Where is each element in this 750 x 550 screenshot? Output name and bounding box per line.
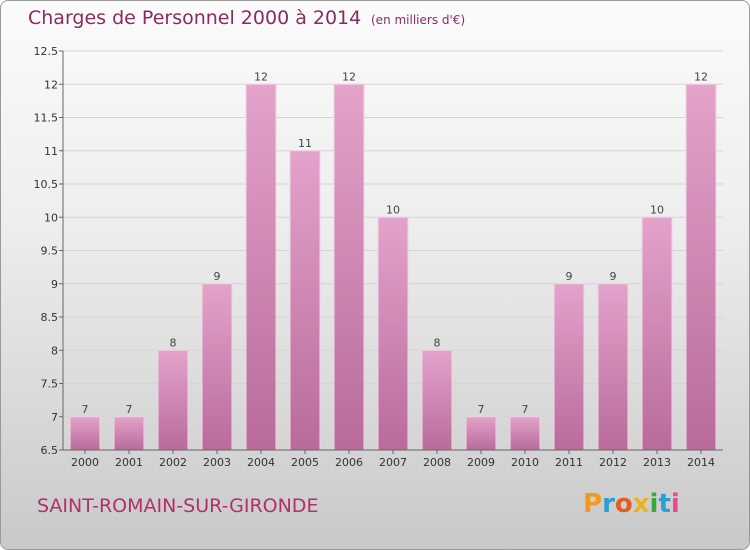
axes (59, 50, 723, 454)
value-label: 7 (478, 403, 485, 416)
bar-2013 (641, 216, 673, 451)
value-label: 8 (434, 336, 441, 349)
value-label: 12 (342, 70, 356, 83)
logo-letter: r (602, 489, 615, 519)
bar-2009 (465, 416, 497, 451)
y-tick-label: 12.5 (34, 45, 59, 58)
x-tick-label: 2001 (115, 456, 143, 469)
y-tick-label: 7 (51, 411, 58, 424)
bar-2007 (377, 216, 409, 451)
y-tick-label: 9 (51, 278, 58, 291)
x-tick-label: 2009 (467, 456, 495, 469)
logo-letter: i (670, 489, 680, 519)
bar-2004 (245, 83, 277, 451)
value-label: 8 (170, 336, 177, 349)
y-tick-label: 7.5 (41, 378, 59, 391)
bar-2012 (597, 283, 629, 451)
x-tick-label: 2007 (379, 456, 407, 469)
bar-2011 (553, 283, 585, 451)
bar-2000 (69, 416, 101, 451)
value-label: 10 (386, 203, 400, 216)
bar-2005 (289, 150, 321, 451)
x-tick-label: 2011 (555, 456, 583, 469)
value-label: 7 (522, 403, 529, 416)
y-tick-label: 8.5 (41, 311, 59, 324)
x-tick-label: 2000 (71, 456, 99, 469)
y-tick-label: 9.5 (41, 245, 59, 258)
x-tick-label: 2006 (335, 456, 363, 469)
bars (69, 83, 717, 451)
x-tick-label: 2004 (247, 456, 275, 469)
y-tick-label: 11.5 (34, 112, 59, 125)
bar-2008 (421, 349, 453, 451)
bar-2002 (157, 349, 189, 451)
place-name: SAINT-ROMAIN-SUR-GIRONDE (37, 495, 319, 517)
x-tick-label: 2008 (423, 456, 451, 469)
x-tick-label: 2005 (291, 456, 319, 469)
value-label: 9 (214, 270, 221, 283)
x-tick-label: 2012 (599, 456, 627, 469)
value-label: 10 (650, 203, 664, 216)
y-tick-label: 10 (44, 211, 58, 224)
logo-letter: P (583, 489, 603, 519)
y-tick-label: 6.5 (41, 444, 59, 457)
value-label: 9 (610, 270, 617, 283)
labels: 6.5 7 7.5 8 8.5 9 9.5 10 10.5 11 11.5 12 12.5 7 2000 7 2… (34, 45, 716, 469)
bar-2001 (113, 416, 145, 451)
value-label: 9 (566, 270, 573, 283)
x-tick-label: 2014 (687, 456, 715, 469)
proxiti-logo: Proxiti (583, 489, 680, 519)
x-tick-label: 2002 (159, 456, 187, 469)
logo-letter: t (658, 489, 671, 519)
logo-letter: o (614, 489, 633, 519)
logo-letter: i (649, 489, 659, 519)
y-tick-label: 10.5 (34, 178, 59, 191)
bar-2014 (685, 83, 717, 451)
bar-2003 (201, 283, 233, 451)
y-tick-label: 11 (44, 145, 58, 158)
value-label: 12 (254, 70, 268, 83)
x-tick-label: 2010 (511, 456, 539, 469)
logo-letter: x (632, 489, 650, 519)
chart-title: Charges de Personnel 2000 à 2014 (28, 7, 362, 29)
value-label: 12 (694, 70, 708, 83)
y-tick-label: 8 (51, 344, 58, 357)
value-label: 11 (298, 137, 312, 150)
x-tick-label: 2003 (203, 456, 231, 469)
chart-subtitle: (en milliers d'€) (371, 13, 466, 27)
y-tick-label: 12 (44, 78, 58, 91)
value-label: 7 (126, 403, 133, 416)
value-label: 7 (82, 403, 89, 416)
bar-2010 (509, 416, 541, 451)
bar-2006 (333, 83, 365, 451)
x-tick-label: 2013 (643, 456, 671, 469)
